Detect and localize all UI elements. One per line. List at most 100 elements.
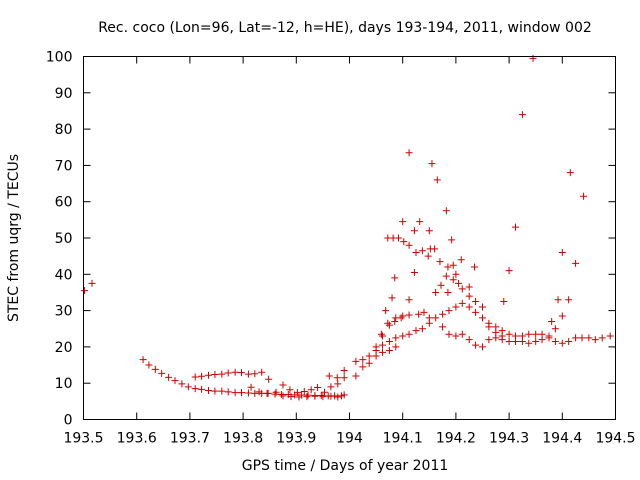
x-tick-label: 194.4 xyxy=(542,431,582,447)
data-point-169 xyxy=(591,336,599,344)
data-point-115 xyxy=(410,268,418,276)
data-point-112 xyxy=(399,218,407,226)
data-point-202 xyxy=(566,169,574,177)
data-point-77 xyxy=(392,343,400,351)
data-point-197 xyxy=(551,325,559,333)
data-point-58 xyxy=(340,374,348,382)
data-point-36 xyxy=(211,370,219,378)
data-point-199 xyxy=(558,249,566,257)
data-point-203 xyxy=(572,259,580,267)
data-point-55 xyxy=(320,388,328,396)
data-point-123 xyxy=(436,258,444,266)
data-point-59 xyxy=(279,392,287,400)
data-point-127 xyxy=(448,236,456,244)
data-point-52 xyxy=(300,388,308,396)
y-axis-label: STEC from uqrg / TECUs xyxy=(6,154,22,322)
data-point-171 xyxy=(606,332,614,340)
data-point-56 xyxy=(327,383,335,391)
data-point-119 xyxy=(418,247,426,255)
data-point-138 xyxy=(455,279,463,287)
data-point-106 xyxy=(391,274,399,282)
data-point-134 xyxy=(442,272,450,280)
data-point-47 xyxy=(263,389,271,397)
data-point-139 xyxy=(458,285,466,293)
y-tick-label: 90 xyxy=(55,86,73,102)
data-point-151 xyxy=(472,341,480,349)
data-point-68 xyxy=(325,372,333,380)
data-point-111 xyxy=(389,234,397,242)
x-tick-label: 194 xyxy=(336,431,363,447)
data-point-148 xyxy=(452,332,460,340)
data-point-153 xyxy=(485,336,493,344)
data-point-187 xyxy=(479,303,486,311)
data-point-90 xyxy=(432,314,440,322)
data-point-73 xyxy=(365,359,373,367)
data-point-133 xyxy=(437,281,445,289)
y-tick-label: 30 xyxy=(55,304,73,320)
data-point-180 xyxy=(511,332,519,340)
data-point-12 xyxy=(205,386,213,394)
data-point-130 xyxy=(420,308,428,316)
data-point-8 xyxy=(178,380,186,388)
data-point-44 xyxy=(265,375,273,383)
data-point-72 xyxy=(359,363,367,371)
data-point-163 xyxy=(551,337,559,345)
data-point-131 xyxy=(425,314,433,322)
data-point-190 xyxy=(498,332,506,340)
data-point-69 xyxy=(333,374,341,382)
data-point-92 xyxy=(445,307,453,315)
data-point-136 xyxy=(449,276,457,284)
data-point-165 xyxy=(565,337,573,345)
data-point-38 xyxy=(224,369,232,377)
data-point-50 xyxy=(286,386,294,394)
y-tick-label: 100 xyxy=(46,50,73,66)
data-point-147 xyxy=(445,330,453,338)
data-point-174 xyxy=(472,308,480,316)
y-tick-label: 60 xyxy=(55,195,73,211)
data-point-10 xyxy=(191,385,199,393)
data-point-64 xyxy=(319,393,327,401)
data-point-9 xyxy=(184,383,192,391)
data-point-16 xyxy=(231,389,239,397)
data-point-48 xyxy=(272,388,280,396)
data-point-117 xyxy=(416,218,424,226)
data-point-27 xyxy=(304,391,312,399)
data-point-80 xyxy=(365,352,373,360)
data-point-179 xyxy=(505,330,513,338)
data-point-98 xyxy=(399,312,407,320)
data-point-22 xyxy=(271,390,279,398)
data-point-18 xyxy=(244,389,252,397)
data-point-14 xyxy=(218,387,226,395)
data-point-41 xyxy=(244,370,252,378)
y-tick-label: 80 xyxy=(55,122,73,138)
data-point-51 xyxy=(293,389,301,397)
data-points xyxy=(81,54,614,401)
data-point-108 xyxy=(400,238,408,246)
data-point-129 xyxy=(415,310,423,318)
data-point-189 xyxy=(492,328,500,336)
data-point-4 xyxy=(151,365,159,373)
data-point-124 xyxy=(428,160,436,168)
data-point-94 xyxy=(372,343,380,351)
data-point-184 xyxy=(538,330,546,338)
data-point-188 xyxy=(485,323,493,331)
data-point-70 xyxy=(340,366,348,374)
data-point-122 xyxy=(431,245,439,253)
data-point-76 xyxy=(385,347,393,355)
data-point-87 xyxy=(412,327,420,335)
x-tick-label: 193.7 xyxy=(170,431,210,447)
data-point-156 xyxy=(505,337,513,345)
data-point-125 xyxy=(433,176,441,184)
data-point-175 xyxy=(479,314,486,322)
chart-title: Rec. coco (Lon=96, Lat=-12, h=HE), days … xyxy=(98,20,592,36)
data-point-193 xyxy=(511,223,519,231)
data-point-101 xyxy=(384,319,392,327)
x-tick-label: 193.6 xyxy=(117,431,157,447)
data-point-60 xyxy=(287,393,295,401)
data-point-128 xyxy=(425,227,433,235)
data-point-149 xyxy=(458,330,466,338)
data-point-19 xyxy=(251,389,259,397)
data-point-135 xyxy=(444,288,452,296)
data-point-170 xyxy=(598,334,606,342)
data-point-113 xyxy=(405,149,413,157)
